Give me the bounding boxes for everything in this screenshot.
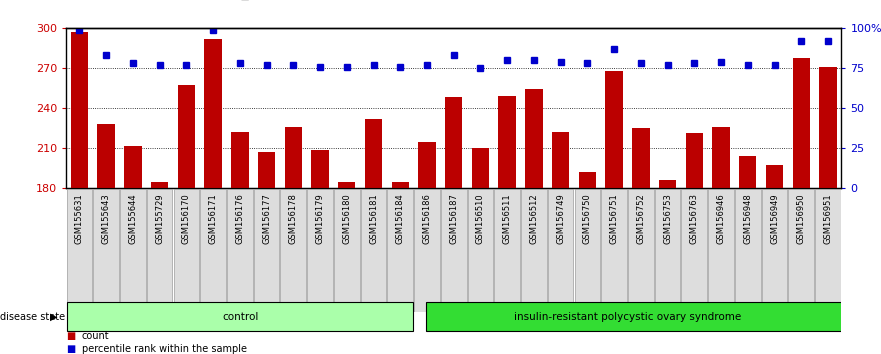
Bar	[793, 58, 810, 188]
Bar	[227, 189, 253, 312]
Bar	[525, 90, 543, 188]
Bar	[426, 302, 854, 331]
Bar	[521, 189, 547, 312]
Text: GSM156949: GSM156949	[770, 193, 779, 244]
Text: GSM156186: GSM156186	[423, 193, 432, 244]
Bar	[204, 39, 222, 188]
Text: GSM156178: GSM156178	[289, 193, 298, 244]
Text: GSM156752: GSM156752	[636, 193, 646, 244]
Text: GSM156751: GSM156751	[610, 193, 618, 244]
Bar	[574, 189, 600, 312]
Bar	[70, 32, 88, 188]
Text: GSM156753: GSM156753	[663, 193, 672, 244]
Bar	[147, 189, 173, 312]
Text: GSM156177: GSM156177	[262, 193, 271, 244]
Bar	[254, 189, 279, 312]
Bar	[713, 127, 729, 188]
Text: percentile rank within the sample: percentile rank within the sample	[82, 344, 247, 354]
Bar	[307, 189, 333, 312]
Text: GSM156511: GSM156511	[503, 193, 512, 244]
Text: GSM155631: GSM155631	[75, 193, 84, 244]
Text: GSM155643: GSM155643	[101, 193, 111, 244]
Bar	[788, 189, 814, 312]
Text: count: count	[82, 331, 109, 341]
Text: GSM156181: GSM156181	[369, 193, 378, 244]
Bar	[231, 132, 248, 188]
Bar	[67, 189, 93, 312]
Bar	[468, 189, 493, 312]
Bar	[815, 189, 840, 312]
Bar	[280, 189, 306, 312]
Bar	[682, 189, 707, 312]
Bar	[605, 71, 623, 188]
Text: GSM156184: GSM156184	[396, 193, 404, 244]
Text: GSM156951: GSM156951	[824, 193, 833, 244]
Text: ■: ■	[66, 331, 75, 341]
Text: GSM156763: GSM156763	[690, 193, 699, 244]
Bar	[499, 96, 516, 188]
Text: GSM156171: GSM156171	[209, 193, 218, 244]
Bar	[334, 189, 359, 312]
Bar	[685, 133, 703, 188]
Bar	[93, 189, 119, 312]
Bar	[655, 189, 680, 312]
Bar	[579, 172, 596, 188]
Bar	[440, 189, 467, 312]
Text: GSM156946: GSM156946	[716, 193, 726, 244]
Bar	[766, 165, 783, 188]
Bar	[258, 152, 275, 188]
Bar	[659, 180, 677, 188]
Bar	[628, 189, 654, 312]
Text: GSM156750: GSM156750	[583, 193, 592, 244]
Bar	[388, 189, 413, 312]
Bar	[151, 182, 168, 188]
Text: GSM156948: GSM156948	[744, 193, 752, 244]
Bar	[739, 156, 757, 188]
Bar	[120, 189, 145, 312]
Text: GSM155644: GSM155644	[129, 193, 137, 244]
Bar	[311, 150, 329, 188]
Bar	[494, 189, 520, 312]
Bar	[548, 189, 574, 312]
Text: GSM156179: GSM156179	[315, 193, 324, 244]
Bar	[819, 67, 837, 188]
Bar	[445, 97, 463, 188]
Text: insulin-resistant polycystic ovary syndrome: insulin-resistant polycystic ovary syndr…	[514, 312, 741, 322]
Text: GSM155729: GSM155729	[155, 193, 164, 244]
Bar	[414, 189, 440, 312]
Text: GSM156170: GSM156170	[181, 193, 191, 244]
Text: GSM156749: GSM156749	[556, 193, 565, 244]
Bar	[418, 143, 436, 188]
Text: ▶: ▶	[49, 312, 57, 322]
Text: control: control	[222, 312, 258, 322]
Bar	[124, 147, 142, 188]
Bar	[360, 189, 387, 312]
Bar	[602, 189, 627, 312]
Text: GSM156512: GSM156512	[529, 193, 538, 244]
Bar	[762, 189, 788, 312]
Text: ■: ■	[66, 344, 75, 354]
Bar	[174, 189, 199, 312]
Text: GSM156180: GSM156180	[343, 193, 352, 244]
Text: GSM156187: GSM156187	[449, 193, 458, 244]
Bar	[365, 119, 382, 188]
Bar	[98, 124, 115, 188]
Bar	[633, 128, 649, 188]
Bar	[178, 85, 195, 188]
Bar	[338, 182, 355, 188]
Bar	[735, 189, 760, 312]
Text: disease state: disease state	[0, 312, 68, 322]
Bar	[391, 182, 409, 188]
Text: GSM156176: GSM156176	[235, 193, 244, 244]
Text: GSM156950: GSM156950	[796, 193, 806, 244]
Bar	[200, 189, 226, 312]
Text: GSM156510: GSM156510	[476, 193, 485, 244]
Bar	[471, 148, 489, 188]
Bar	[708, 189, 734, 312]
Bar	[285, 127, 302, 188]
Bar	[552, 132, 569, 188]
Bar	[67, 302, 413, 331]
